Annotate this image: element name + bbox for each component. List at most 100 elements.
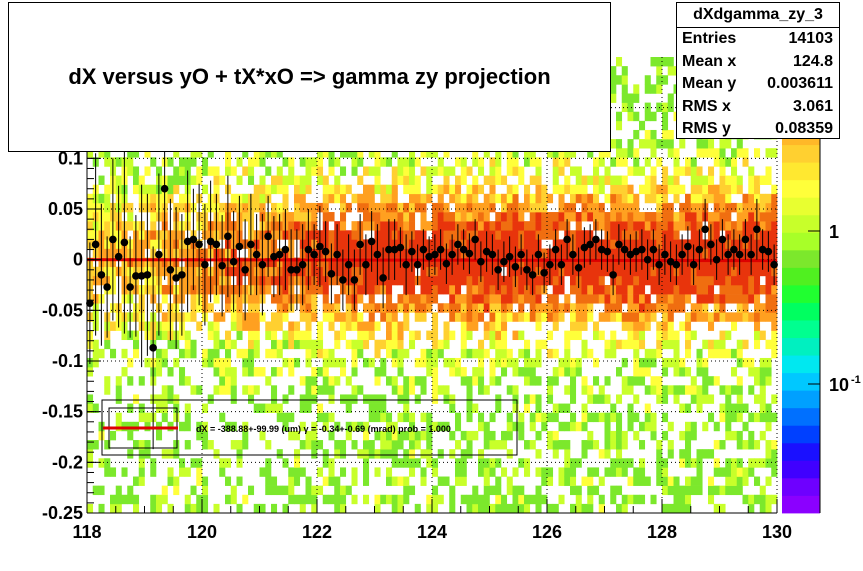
heatmap-cell: [472, 503, 479, 514]
heatmap-cell: [466, 494, 473, 505]
heatmap-cell: [754, 148, 761, 158]
heatmap-cell: [409, 421, 416, 432]
heatmap-cell: [253, 330, 260, 341]
heatmap-cell: [547, 148, 554, 158]
heatmap-cell: [363, 440, 370, 450]
heatmap-cell: [541, 467, 548, 477]
heatmap-cell: [190, 148, 197, 158]
heatmap-cell: [478, 202, 485, 213]
heatmap-cell: [713, 440, 720, 450]
heatmap-cell: [552, 157, 559, 167]
heatmap-cell: [748, 494, 755, 505]
heatmap-cell: [340, 212, 347, 222]
heatmap-cell: [357, 285, 364, 295]
heatmap-cell: [754, 285, 761, 295]
heatmap-cell: [685, 449, 692, 459]
heatmap-cell: [115, 412, 122, 423]
heatmap-cell: [621, 93, 628, 103]
heatmap-cell: [621, 458, 628, 468]
heatmap-cell: [696, 139, 703, 149]
heatmap-cell: [104, 339, 111, 350]
heatmap-cell: [633, 294, 640, 304]
heatmap-cell: [512, 239, 519, 249]
heatmap-cell: [196, 166, 203, 176]
heatmap-cell: [196, 148, 203, 158]
heatmap-cell: [639, 440, 646, 450]
heatmap-cell: [644, 230, 651, 240]
heatmap-cell: [225, 458, 232, 468]
heatmap-cell: [115, 485, 122, 496]
heatmap-cell: [202, 184, 209, 195]
heatmap-cell: [345, 394, 352, 404]
heatmap-cell: [754, 339, 761, 350]
heatmap-cell: [604, 412, 611, 423]
heatmap-cell: [512, 184, 519, 195]
heatmap-cell: [581, 339, 588, 350]
heatmap-cell: [409, 303, 416, 313]
heatmap-cell: [748, 212, 755, 222]
heatmap-cell: [535, 403, 542, 413]
heatmap-cell: [466, 330, 473, 341]
heatmap-cell: [610, 175, 617, 185]
heatmap-cell: [679, 458, 686, 468]
heatmap-cell: [581, 275, 588, 286]
heatmap-cell: [713, 312, 720, 322]
heatmap-cell: [409, 157, 416, 167]
heatmap-cell: [529, 357, 536, 368]
heatmap-cell: [202, 357, 209, 368]
heatmap-cell: [581, 321, 588, 331]
heatmap-cell: [340, 485, 347, 496]
heatmap-cell: [299, 394, 306, 404]
heatmap-cell: [639, 221, 646, 231]
heatmap-cell: [575, 312, 582, 322]
heatmap-cell: [495, 485, 502, 496]
heatmap-cell: [340, 193, 347, 204]
heatmap-cell: [621, 212, 628, 222]
heatmap-cell: [150, 458, 157, 468]
heatmap-cell: [449, 403, 456, 413]
heatmap-cell: [213, 357, 220, 368]
heatmap-cell: [575, 458, 582, 468]
heatmap-cell: [564, 212, 571, 222]
profile-point: [275, 250, 284, 259]
heatmap-cell: [403, 394, 410, 404]
heatmap-cell: [558, 312, 565, 322]
heatmap-cell: [529, 294, 536, 304]
heatmap-cell: [552, 294, 559, 304]
heatmap-cell: [667, 421, 674, 432]
heatmap-cell: [443, 394, 450, 404]
heatmap-cell: [483, 476, 490, 486]
heatmap-cell: [403, 476, 410, 486]
heatmap-cell: [426, 449, 433, 459]
heatmap-cell: [368, 321, 375, 331]
heatmap-cell: [679, 303, 686, 313]
heatmap-cell: [225, 157, 232, 167]
chart-title: dX versus yO + tX*xO => gamma zy project…: [68, 64, 551, 89]
heatmap-cell: [478, 458, 485, 468]
heatmap-cell: [334, 485, 341, 496]
heatmap-cell: [765, 312, 772, 322]
heatmap-cell: [495, 303, 502, 313]
stats-label: Entries: [682, 30, 737, 47]
heatmap-cell: [340, 148, 347, 158]
heatmap-cell: [449, 303, 456, 313]
heatmap-cell: [667, 102, 674, 113]
heatmap-cell: [633, 157, 640, 167]
heatmap-cell: [621, 339, 628, 350]
profile-point: [339, 276, 347, 284]
heatmap-cell: [110, 494, 117, 505]
heatmap-cell: [535, 157, 542, 167]
heatmap-cell: [104, 157, 111, 167]
heatmap-cell: [432, 485, 439, 496]
profile-point: [212, 240, 221, 249]
heatmap-cell: [150, 503, 157, 514]
heatmap-cell: [386, 157, 393, 167]
heatmap-cell: [460, 193, 467, 204]
heatmap-cell: [708, 485, 715, 496]
heatmap-cell: [564, 157, 571, 167]
heatmap-cell: [547, 193, 554, 204]
heatmap-cell: [202, 430, 209, 441]
heatmap-cell: [535, 348, 542, 359]
heatmap-cell: [472, 376, 479, 386]
heatmap-cell: [110, 503, 117, 514]
